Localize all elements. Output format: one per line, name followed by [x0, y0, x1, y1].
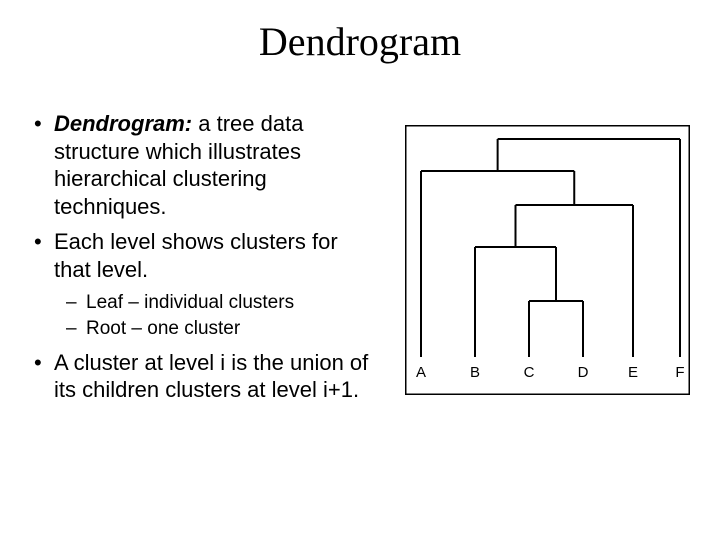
- bullet-3: A cluster at level i is the union of its…: [30, 349, 380, 404]
- svg-text:E: E: [628, 364, 638, 381]
- sub-bullet-container: Leaf – individual clusters Root – one cl…: [30, 291, 380, 341]
- body-text: Dendrogram: a tree data structure which …: [30, 110, 380, 412]
- term-dendrogram: Dendrogram:: [54, 111, 192, 136]
- svg-text:F: F: [675, 364, 684, 381]
- dendrogram-svg: A B C D E F: [405, 125, 690, 395]
- svg-text:B: B: [470, 364, 480, 381]
- dendrogram-figure: A B C D E F: [405, 125, 690, 395]
- bullet-2: Each level shows clusters for that level…: [30, 228, 380, 283]
- sub-bullet-2: Root – one cluster: [54, 317, 380, 341]
- svg-text:D: D: [578, 364, 589, 381]
- sub-bullet-1: Leaf – individual clusters: [54, 291, 380, 315]
- sub-bullet-list: Leaf – individual clusters Root – one cl…: [54, 291, 380, 341]
- slide: Dendrogram Dendrogram: a tree data struc…: [0, 0, 720, 540]
- svg-text:C: C: [524, 364, 535, 381]
- bullet-1: Dendrogram: a tree data structure which …: [30, 110, 380, 220]
- bullet-list: Dendrogram: a tree data structure which …: [30, 110, 380, 404]
- page-title: Dendrogram: [0, 18, 720, 65]
- svg-text:A: A: [416, 364, 426, 381]
